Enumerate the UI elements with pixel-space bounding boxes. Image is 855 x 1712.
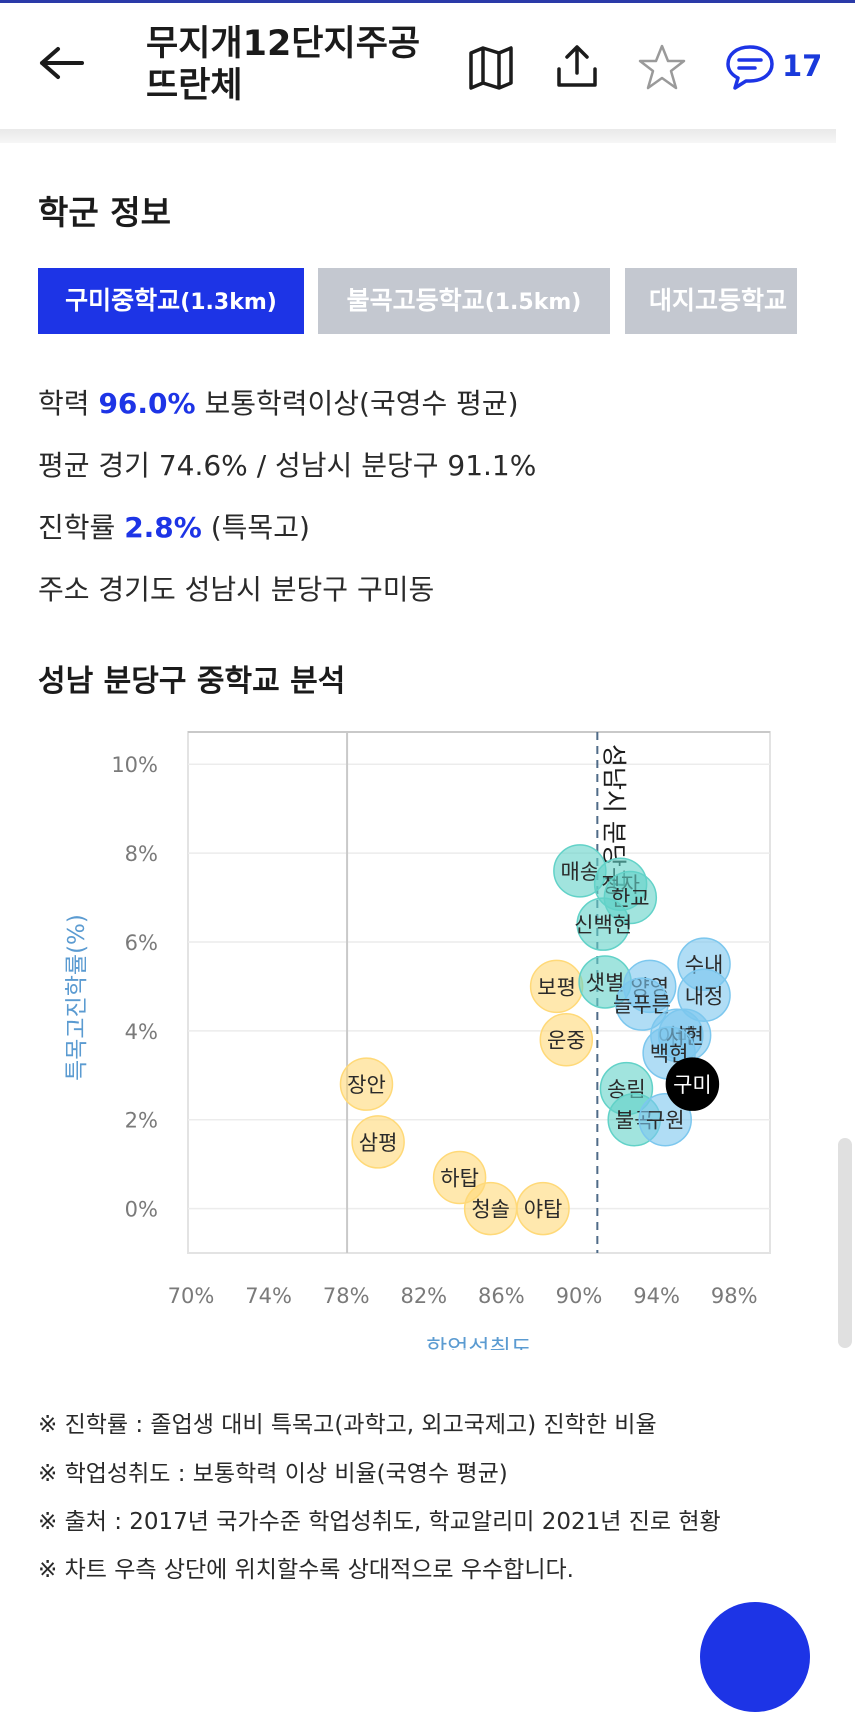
floating-action-button[interactable] <box>700 1602 810 1712</box>
app-header: 무지개12단지주공 뜨란체 17 <box>0 3 855 129</box>
x-tick-label: 94% <box>633 1284 680 1308</box>
favorite-button[interactable] <box>638 43 686 91</box>
data-point <box>516 1181 570 1236</box>
y-axis-label: 특목고진학률(%) <box>64 914 90 1081</box>
analysis-title: 성남 분당구 중학교 분석 <box>38 664 346 699</box>
map-icon <box>469 46 513 90</box>
title-line-2: 뜨란체 <box>146 66 243 106</box>
achievement-label: 학력 <box>38 387 90 420</box>
page-title: 무지개12단지주공 뜨란체 <box>146 23 446 107</box>
top-accent-line <box>0 0 855 3</box>
data-point-label: 장안 <box>347 1073 386 1097</box>
y-tick-label: 10% <box>111 753 158 777</box>
advancement-label: 진학률 <box>38 511 116 544</box>
tab-bulgok-high-school[interactable]: 불곡고등학교(1.5km) <box>318 268 610 334</box>
comment-count[interactable]: 17 <box>782 49 823 83</box>
data-point-label: 삼평 <box>359 1131 398 1155</box>
title-line-1: 무지개12단지주공 <box>146 24 421 64</box>
achievement-desc: 보통학력이상(국영수 평균) <box>204 387 519 420</box>
data-point-label: 청솔 <box>471 1198 510 1222</box>
y-tick-label: 2% <box>125 1109 158 1133</box>
data-point-label: 야탑 <box>524 1198 563 1222</box>
scrollbar[interactable] <box>838 1138 852 1348</box>
tab-label: 구미중학교 <box>65 286 181 315</box>
tab-distance: (1.3km) <box>180 290 277 315</box>
tab-label: 대지고등학교 <box>649 286 788 315</box>
note-2: ※ 학업성취도 : 보통학력 이상 비율(국영수 평균) <box>38 1461 508 1487</box>
note-4: ※ 차트 우측 상단에 위치할수록 상대적으로 우수합니다. <box>38 1557 574 1583</box>
tab-daeji-high-school[interactable]: 대지고등학교 <box>625 268 797 334</box>
data-point-label: 샛별 <box>586 971 625 995</box>
back-button[interactable] <box>38 43 86 83</box>
data-point <box>615 977 669 1031</box>
data-point-label: 하탑 <box>440 1166 479 1190</box>
scatter-chart: 0%2%4%6%8%10%70% 74% 78% 82% 86% 90% 94% 98%성남시… <box>64 731 771 1350</box>
tab-gumi-middle-school[interactable]: 구미중학교(1.3km) <box>38 268 304 334</box>
data-point <box>539 1012 594 1067</box>
back-arrow-icon <box>40 47 84 79</box>
data-point-label: 구미 <box>673 1073 712 1097</box>
y-tick-label: 4% <box>125 1020 158 1044</box>
data-point-label: 매송 <box>561 860 600 884</box>
x-tick-label: 70% <box>168 1284 215 1308</box>
tab-distance: (1.5km) <box>484 290 582 315</box>
y-tick-label: 8% <box>125 842 158 866</box>
header-divider <box>0 129 836 143</box>
data-point-label: 보평 <box>537 975 576 999</box>
y-tick-label: 6% <box>125 931 158 955</box>
data-point-label: 신백현 <box>574 913 632 937</box>
average-line: 평균 경기 74.6% / 성남시 분당구 91.1% <box>38 449 537 482</box>
x-tick-label: 98% <box>711 1284 758 1308</box>
achievement-value: 96.0% <box>98 387 196 420</box>
address-line: 주소 경기도 성남시 분당구 구미동 <box>38 573 435 606</box>
map-button[interactable] <box>467 43 515 91</box>
data-point-label: 늘푸른 <box>613 993 671 1017</box>
data-point-label: 운중 <box>547 1029 586 1053</box>
data-point-label: 내정 <box>685 984 724 1008</box>
x-tick-label: 74% <box>245 1284 292 1308</box>
advancement-line: 진학률 2.8% (특목고) <box>38 506 310 546</box>
school-section-title: 학군 정보 <box>38 193 171 232</box>
advancement-value: 2.8% <box>124 511 202 544</box>
data-point <box>576 897 630 951</box>
note-1: ※ 진학률 : 졸업생 대비 특목고(과학고, 외고국제고) 진학한 비율 <box>38 1412 657 1438</box>
achievement-line: 학력 96.0% 보통학력이상(국영수 평균) <box>38 382 519 422</box>
x-tick-label: 86% <box>478 1284 525 1308</box>
data-point <box>351 1115 405 1169</box>
share-button[interactable] <box>553 43 601 91</box>
data-point-label: 구원 <box>646 1109 685 1133</box>
y-tick-label: 0% <box>125 1198 158 1222</box>
data-point <box>665 1057 720 1111</box>
comment-icon <box>726 45 774 90</box>
share-icon <box>557 45 597 87</box>
note-3: ※ 출처 : 2017년 국가수준 학업성취도, 학교알리미 2021년 진로 … <box>38 1509 721 1535</box>
star-icon <box>638 44 686 90</box>
advancement-desc: (특목고) <box>210 511 310 544</box>
x-tick-label: 82% <box>400 1284 447 1308</box>
x-tick-label: 78% <box>323 1284 370 1308</box>
data-point <box>339 1057 394 1111</box>
tab-label: 불곡고등학교 <box>346 286 485 315</box>
x-tick-label: 90% <box>556 1284 603 1308</box>
x-axis-label: 학업성취도 <box>426 1336 532 1350</box>
comment-button[interactable] <box>724 43 776 91</box>
